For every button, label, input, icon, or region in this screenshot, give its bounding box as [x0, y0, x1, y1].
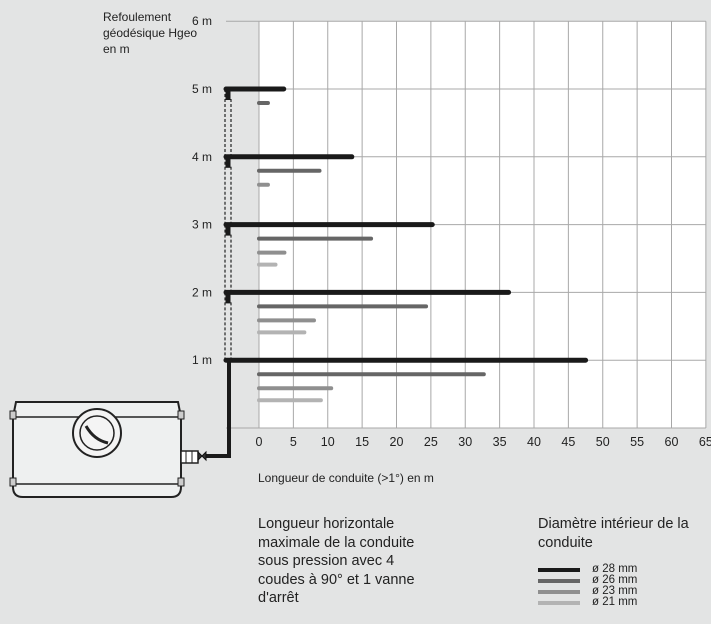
x-tick-label: 60: [665, 435, 679, 449]
legend-title: Diamètre intérieur de la conduite: [538, 516, 689, 551]
x-tick-label: 40: [527, 435, 541, 449]
x-tick-label: 0: [256, 435, 263, 449]
x-tick-label: 10: [321, 435, 335, 449]
x-tick-label: 65: [699, 435, 711, 449]
legend-swatch: [538, 600, 580, 605]
y-tick-label: 2 m: [192, 285, 212, 299]
x-tick-label: 30: [458, 435, 472, 449]
legend-label: ø 28 mm: [592, 563, 638, 575]
x-tick-label: 5: [290, 435, 297, 449]
legend-swatch: [538, 578, 580, 583]
pipe-risers: [206, 89, 232, 458]
y-tick-label: 4 m: [192, 150, 212, 164]
x-tick-label: 55: [630, 435, 644, 449]
y-tick-label: 1 m: [192, 353, 212, 367]
x-tick-label: 50: [596, 435, 610, 449]
x-tick-label: 15: [355, 435, 369, 449]
y-tick-label: 6 m: [192, 14, 212, 28]
x-tick-label: 45: [561, 435, 575, 449]
y-axis-label: Refoulement géodésique Hgeo en m: [103, 10, 198, 56]
x-axis-label: Longueur de conduite (>1°) en m: [258, 471, 434, 485]
y-tick-label: 5 m: [192, 82, 212, 96]
y-axis-ticks: 1 m 2 m 3 m 4 m 5 m 6 m: [192, 14, 212, 367]
legend-item: ø 28 mm: [538, 563, 708, 575]
legend-item: ø 26 mm: [538, 574, 708, 586]
legend-label: ø 21 mm: [592, 596, 638, 608]
y-tick-label: 3 m: [192, 218, 212, 232]
x-tick-label: 35: [493, 435, 507, 449]
legend-label: ø 23 mm: [592, 585, 638, 597]
legend: ø 28 mm ø 26 mm ø 23 mm ø 21 mm: [538, 563, 708, 608]
legend-item: ø 21 mm: [538, 596, 708, 608]
x-tick-label: 20: [390, 435, 404, 449]
note-text: Longueur horizontale maximale de la cond…: [258, 516, 415, 606]
legend-swatch: [538, 567, 580, 572]
legend-item: ø 23 mm: [538, 585, 708, 597]
lifting-station-pump-icon: [9, 401, 199, 498]
discharge-pipe: [206, 360, 231, 458]
legend-swatch: [538, 589, 580, 594]
legend-label: ø 26 mm: [592, 574, 638, 586]
chart-bars: [223, 86, 589, 403]
x-axis-ticks: 0 5 10 15 20 25 30 35 40 45 50 55 60 65: [256, 435, 711, 449]
x-tick-label: 25: [424, 435, 438, 449]
stop-valve-icon: [197, 450, 207, 462]
